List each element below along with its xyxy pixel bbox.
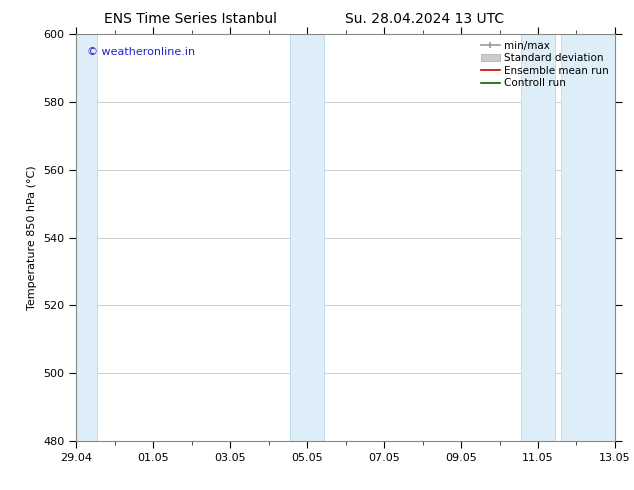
Y-axis label: Temperature 850 hPa (°C): Temperature 850 hPa (°C) (27, 165, 37, 310)
Legend: min/max, Standard deviation, Ensemble mean run, Controll run: min/max, Standard deviation, Ensemble me… (477, 36, 613, 93)
Bar (521, 34, 555, 441)
Bar (561, 34, 617, 441)
Bar (290, 34, 325, 441)
Text: © weatheronline.in: © weatheronline.in (87, 47, 195, 56)
Text: ENS Time Series Istanbul: ENS Time Series Istanbul (104, 12, 276, 26)
Text: Su. 28.04.2024 13 UTC: Su. 28.04.2024 13 UTC (346, 12, 504, 26)
Bar (74, 34, 97, 441)
